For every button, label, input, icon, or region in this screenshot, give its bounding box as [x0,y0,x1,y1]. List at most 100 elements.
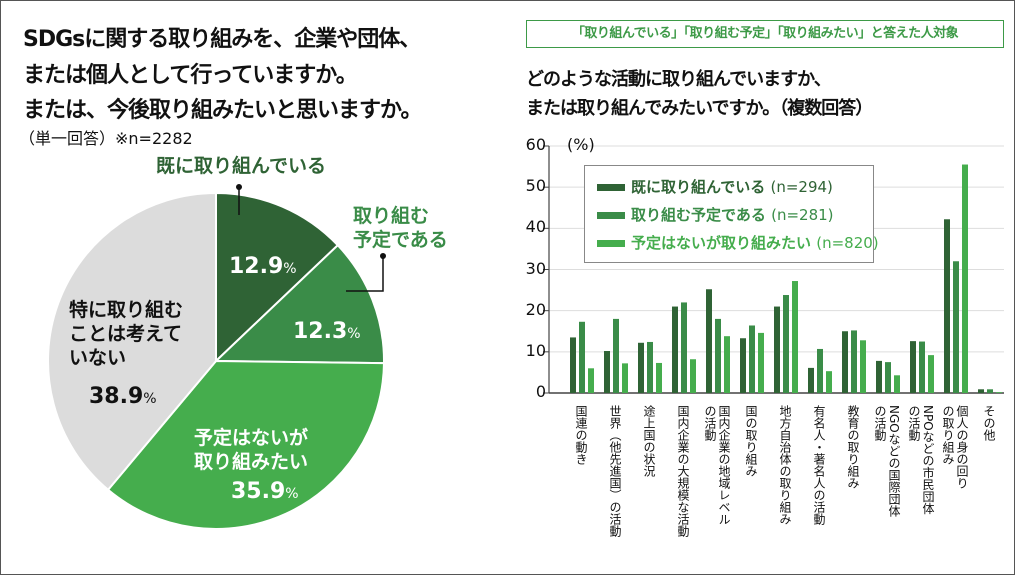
bar-12-series-1 [944,219,950,393]
pie-slice-1 [215,191,340,364]
bar-11-series-1 [910,341,916,393]
leader-line-2 [346,256,384,292]
pie-title-line-1: SDGsに関する取り組みを、企業や団体、 [23,27,421,52]
bar-6-series-3 [758,332,764,393]
pie-outside-label-2: 取り組む 予定である [353,205,448,251]
bar-8-series-3 [826,371,832,393]
bar-13-series-2 [987,389,993,393]
pie-note: （単一回答）※n=2282 [19,129,193,148]
bar-11-series-3 [928,355,934,393]
legend-n-1: (n=294) [770,178,833,196]
pie-pct-1-value: 12.9 [229,254,284,279]
pie-outside-label-1: 既に取り組んでいる [156,155,327,177]
pie-pct-3-unit: % [285,486,299,502]
legend-item-1: 既に取り組んでいる (n=294) [597,176,833,197]
pie-pct-2-unit: % [347,326,361,342]
bar-5-series-3 [724,336,730,393]
x-tick-label: 個人の身の回り の取り組み [941,405,969,489]
pie-inside-label-3: 予定はないが 取り組みたい [194,427,309,473]
bar-7-series-1 [774,306,780,393]
bar-2-series-1 [604,351,610,393]
pie-pct-1-unit: % [283,261,297,277]
pie-slice-3 [106,359,386,530]
bar-7-series-2 [783,295,789,393]
bar-1-series-3 [588,368,594,393]
bar-7-series-3 [792,281,798,393]
y-axis-unit: (%) [567,135,595,154]
pie-pct-4-value: 38.9 [89,384,144,409]
x-tick-label: NPOなどの市民団体 の活動 [907,405,935,515]
bar-3-series-2 [647,341,653,393]
x-tick-label: 国連の動き [574,405,588,465]
bar-10-series-3 [894,375,900,393]
bar-6-series-1 [740,338,746,393]
bar-3-series-3 [656,362,662,393]
x-tick-label: 国内企業の大規模な活動 [676,405,690,537]
x-tick-label: NGOなどの国際団体 の活動 [873,405,901,517]
bar-2-series-2 [613,318,619,393]
y-tick-label: 20 [525,299,546,319]
x-tick-label: 教育の取り組み [846,405,860,489]
bar-5-series-2 [715,318,721,393]
bar-9-series-3 [860,340,866,393]
pie-slice-4 [47,191,217,492]
bar-9-series-1 [842,331,848,393]
x-tick-label: 途上国の状況 [642,405,656,477]
bar-title-line-1: どのような活動に取り組んでいますか、 [526,69,832,90]
pie-pct-3-value: 35.9 [231,479,286,504]
x-tick-label: その他 [982,405,996,441]
x-tick-label: 有名人・著名人の活動 [812,405,826,525]
bar-4-series-1 [672,306,678,393]
pie-pct-2: 12.3% [293,319,361,344]
leader-dot-1 [236,184,242,190]
x-tick-label: 国内企業の地域レベル の活動 [703,405,731,525]
pie-chart [47,184,386,530]
x-tick-label: 世界（他先進国）の活動 [608,405,622,537]
legend: 既に取り組んでいる (n=294) 取り組む予定である (n=281) 予定はな… [584,165,879,263]
pie-slice-2 [213,243,385,365]
legend-swatch-1 [597,184,625,191]
bar-5-series-1 [706,289,712,393]
y-tick-label: 60 [525,135,546,154]
pie-pct-4: 38.9% [89,384,157,409]
bar-title-line-2: または取り組んでみたいですか。（複数回答） [526,98,873,119]
bar-8-series-2 [817,348,823,393]
legend-label-2: 取り組む予定である [631,206,766,224]
y-tick-label: 10 [525,340,546,360]
pie-title-line-3: または、今後取り組みたいと思いますか。 [23,98,423,123]
y-tick-label: 40 [525,217,546,237]
bar-4-series-3 [690,359,696,393]
bar-1-series-1 [570,337,576,393]
bar-12-series-2 [953,261,959,393]
legend-swatch-2 [597,212,625,219]
legend-item-3: 予定はないが取り組みたい (n=820) [597,232,879,253]
legend-label-3: 予定はないが取り組みたい [631,234,812,252]
pie-pct-4-unit: % [143,391,157,407]
bar-1-series-2 [579,321,585,393]
pie-title-line-2: または個人として行っていますか。 [23,63,358,88]
x-tick-label: 地方自治体の取り組み [778,405,792,525]
legend-n-3: (n=820) [816,234,879,252]
pie-pct-1: 12.9% [229,254,297,279]
legend-item-2: 取り組む予定である (n=281) [597,204,834,225]
bar-9-series-2 [851,330,857,393]
bar-13-series-1 [978,389,984,393]
bar-8-series-1 [808,367,814,393]
bar-3-series-1 [638,342,644,393]
pie-inside-label-4: 特に取り組む ことは考えて いない [69,299,184,369]
bar-2-series-3 [622,363,628,393]
pie-pct-3: 35.9% [231,479,299,504]
legend-swatch-3 [597,240,625,247]
y-tick-label: 0 [535,382,546,401]
legend-label-1: 既に取り組んでいる [631,178,766,196]
y-tick-label: 30 [525,258,546,278]
x-tick-label: 国の取り組み [744,405,758,477]
bar-13-series-3 [996,392,1002,393]
bar-12-series-3 [962,164,968,393]
pie-pct-2-value: 12.3 [293,319,348,344]
bar-10-series-1 [876,360,882,393]
leader-dot-2 [380,253,386,259]
bar-4-series-2 [681,302,687,393]
